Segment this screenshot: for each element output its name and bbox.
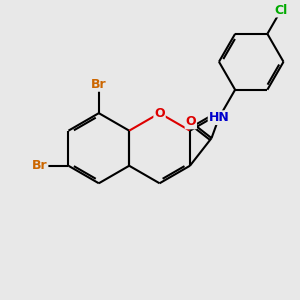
- Text: O: O: [154, 106, 165, 120]
- Text: HN: HN: [208, 111, 229, 124]
- Text: O: O: [209, 110, 220, 123]
- Text: Br: Br: [91, 78, 106, 91]
- Text: O: O: [185, 116, 196, 128]
- Text: Cl: Cl: [274, 4, 288, 16]
- Text: Br: Br: [32, 159, 47, 172]
